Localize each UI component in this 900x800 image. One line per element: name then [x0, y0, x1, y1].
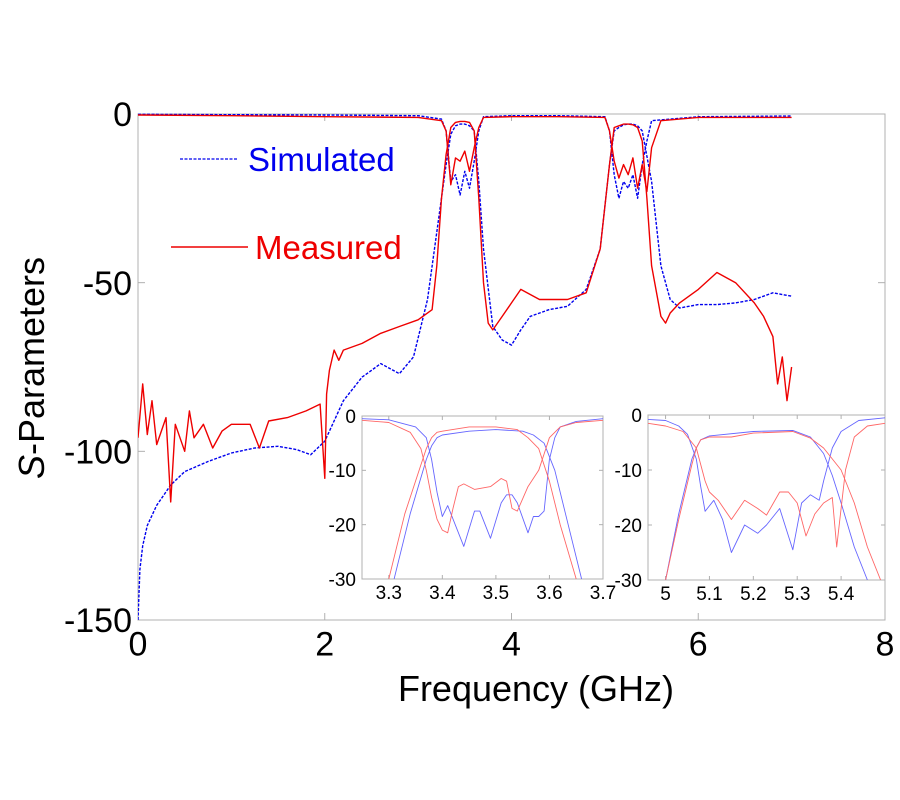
svg-text:S-Parameters: S-Parameters	[11, 257, 52, 479]
main-x-tick-label: 2	[315, 626, 334, 664]
main-y-tick-label: -150	[64, 602, 132, 640]
main-y-tick-label: 0	[113, 96, 132, 134]
inset-1-series-measured-s11	[362, 419, 603, 534]
inset-1-x-tick-label: 3.6	[536, 583, 562, 604]
inset-1-x-tick-label: 3.4	[429, 583, 456, 604]
main-x-tick-label: 0	[129, 626, 148, 664]
main-x-tick-label: 8	[876, 626, 895, 664]
inset-1-x-tick-label: 3.5	[483, 583, 509, 604]
inset-1-y-tick-label: 0	[345, 407, 356, 428]
inset-1-y-tick-label: -30	[329, 570, 356, 591]
inset-2-y-tick-label: -20	[615, 516, 642, 537]
inset-2-axes: 5 5.1 5.2 5.3 5.4 0 -10 -20 -30	[615, 406, 886, 605]
inset-2-series-simulated-s21	[665, 429, 868, 580]
inset-2-plot-frame	[647, 414, 886, 581]
inset-2-series-simulated-s11	[648, 417, 885, 553]
inset-2-series-measured-s21	[665, 431, 882, 580]
inset-2-x-tick-label: 5.2	[740, 584, 766, 605]
legend: Simulated Measured	[171, 141, 402, 266]
inset-1-series-measured-s21	[388, 426, 577, 579]
main-series-group	[138, 113, 793, 621]
inset-2-y-tick-label: -10	[615, 461, 642, 482]
inset-1-plot-frame	[361, 415, 604, 580]
main-series-measured-s11	[138, 114, 792, 193]
inset-2-series-group	[648, 417, 885, 580]
inset-2-y-tick-label: -30	[615, 571, 642, 592]
main-x-tick-label: 4	[502, 626, 521, 664]
inset-2-y-tick-label: 0	[631, 406, 642, 427]
inset-1-y-tick-label: -10	[329, 461, 356, 482]
inset-1-axes: 3.3 3.4 3.5 3.6 3.7 0 -10 -20 -30	[329, 407, 617, 604]
main-series-measured-s21	[138, 120, 793, 503]
inset-2-x-tick-label: 5	[660, 584, 671, 605]
y-axis-label: S-Parameters	[11, 257, 52, 479]
inset-1-y-tick-label: -20	[329, 516, 356, 537]
inset-2-series-measured-s11	[648, 422, 885, 548]
main-y-tick-label: -50	[83, 265, 132, 303]
main-y-tick-label: -100	[64, 434, 132, 472]
inset-2-x-tick-label: 5.3	[784, 584, 810, 605]
legend-label-simulated: Simulated	[248, 141, 395, 178]
inset-2-x-tick-label: 5.1	[696, 584, 722, 605]
inset-1-series-group	[362, 418, 603, 579]
inset-1-series-simulated-s11	[362, 418, 603, 547]
inset-1-series-simulated-s21	[393, 429, 583, 579]
y-axis-label-italic: S	[11, 455, 52, 479]
inset-1-x-tick-label: 3.3	[376, 583, 402, 604]
inset-1-x-tick-label: 3.7	[590, 583, 616, 604]
inset-2-x-tick-label: 5.4	[828, 584, 855, 605]
main-series-simulated-s21	[138, 123, 792, 621]
legend-label-measured: Measured	[255, 229, 402, 266]
y-axis-label-rest: -Parameters	[11, 257, 52, 455]
main-x-tick-label: 6	[689, 626, 708, 664]
x-axis-label: Frequency (GHz)	[398, 668, 674, 709]
